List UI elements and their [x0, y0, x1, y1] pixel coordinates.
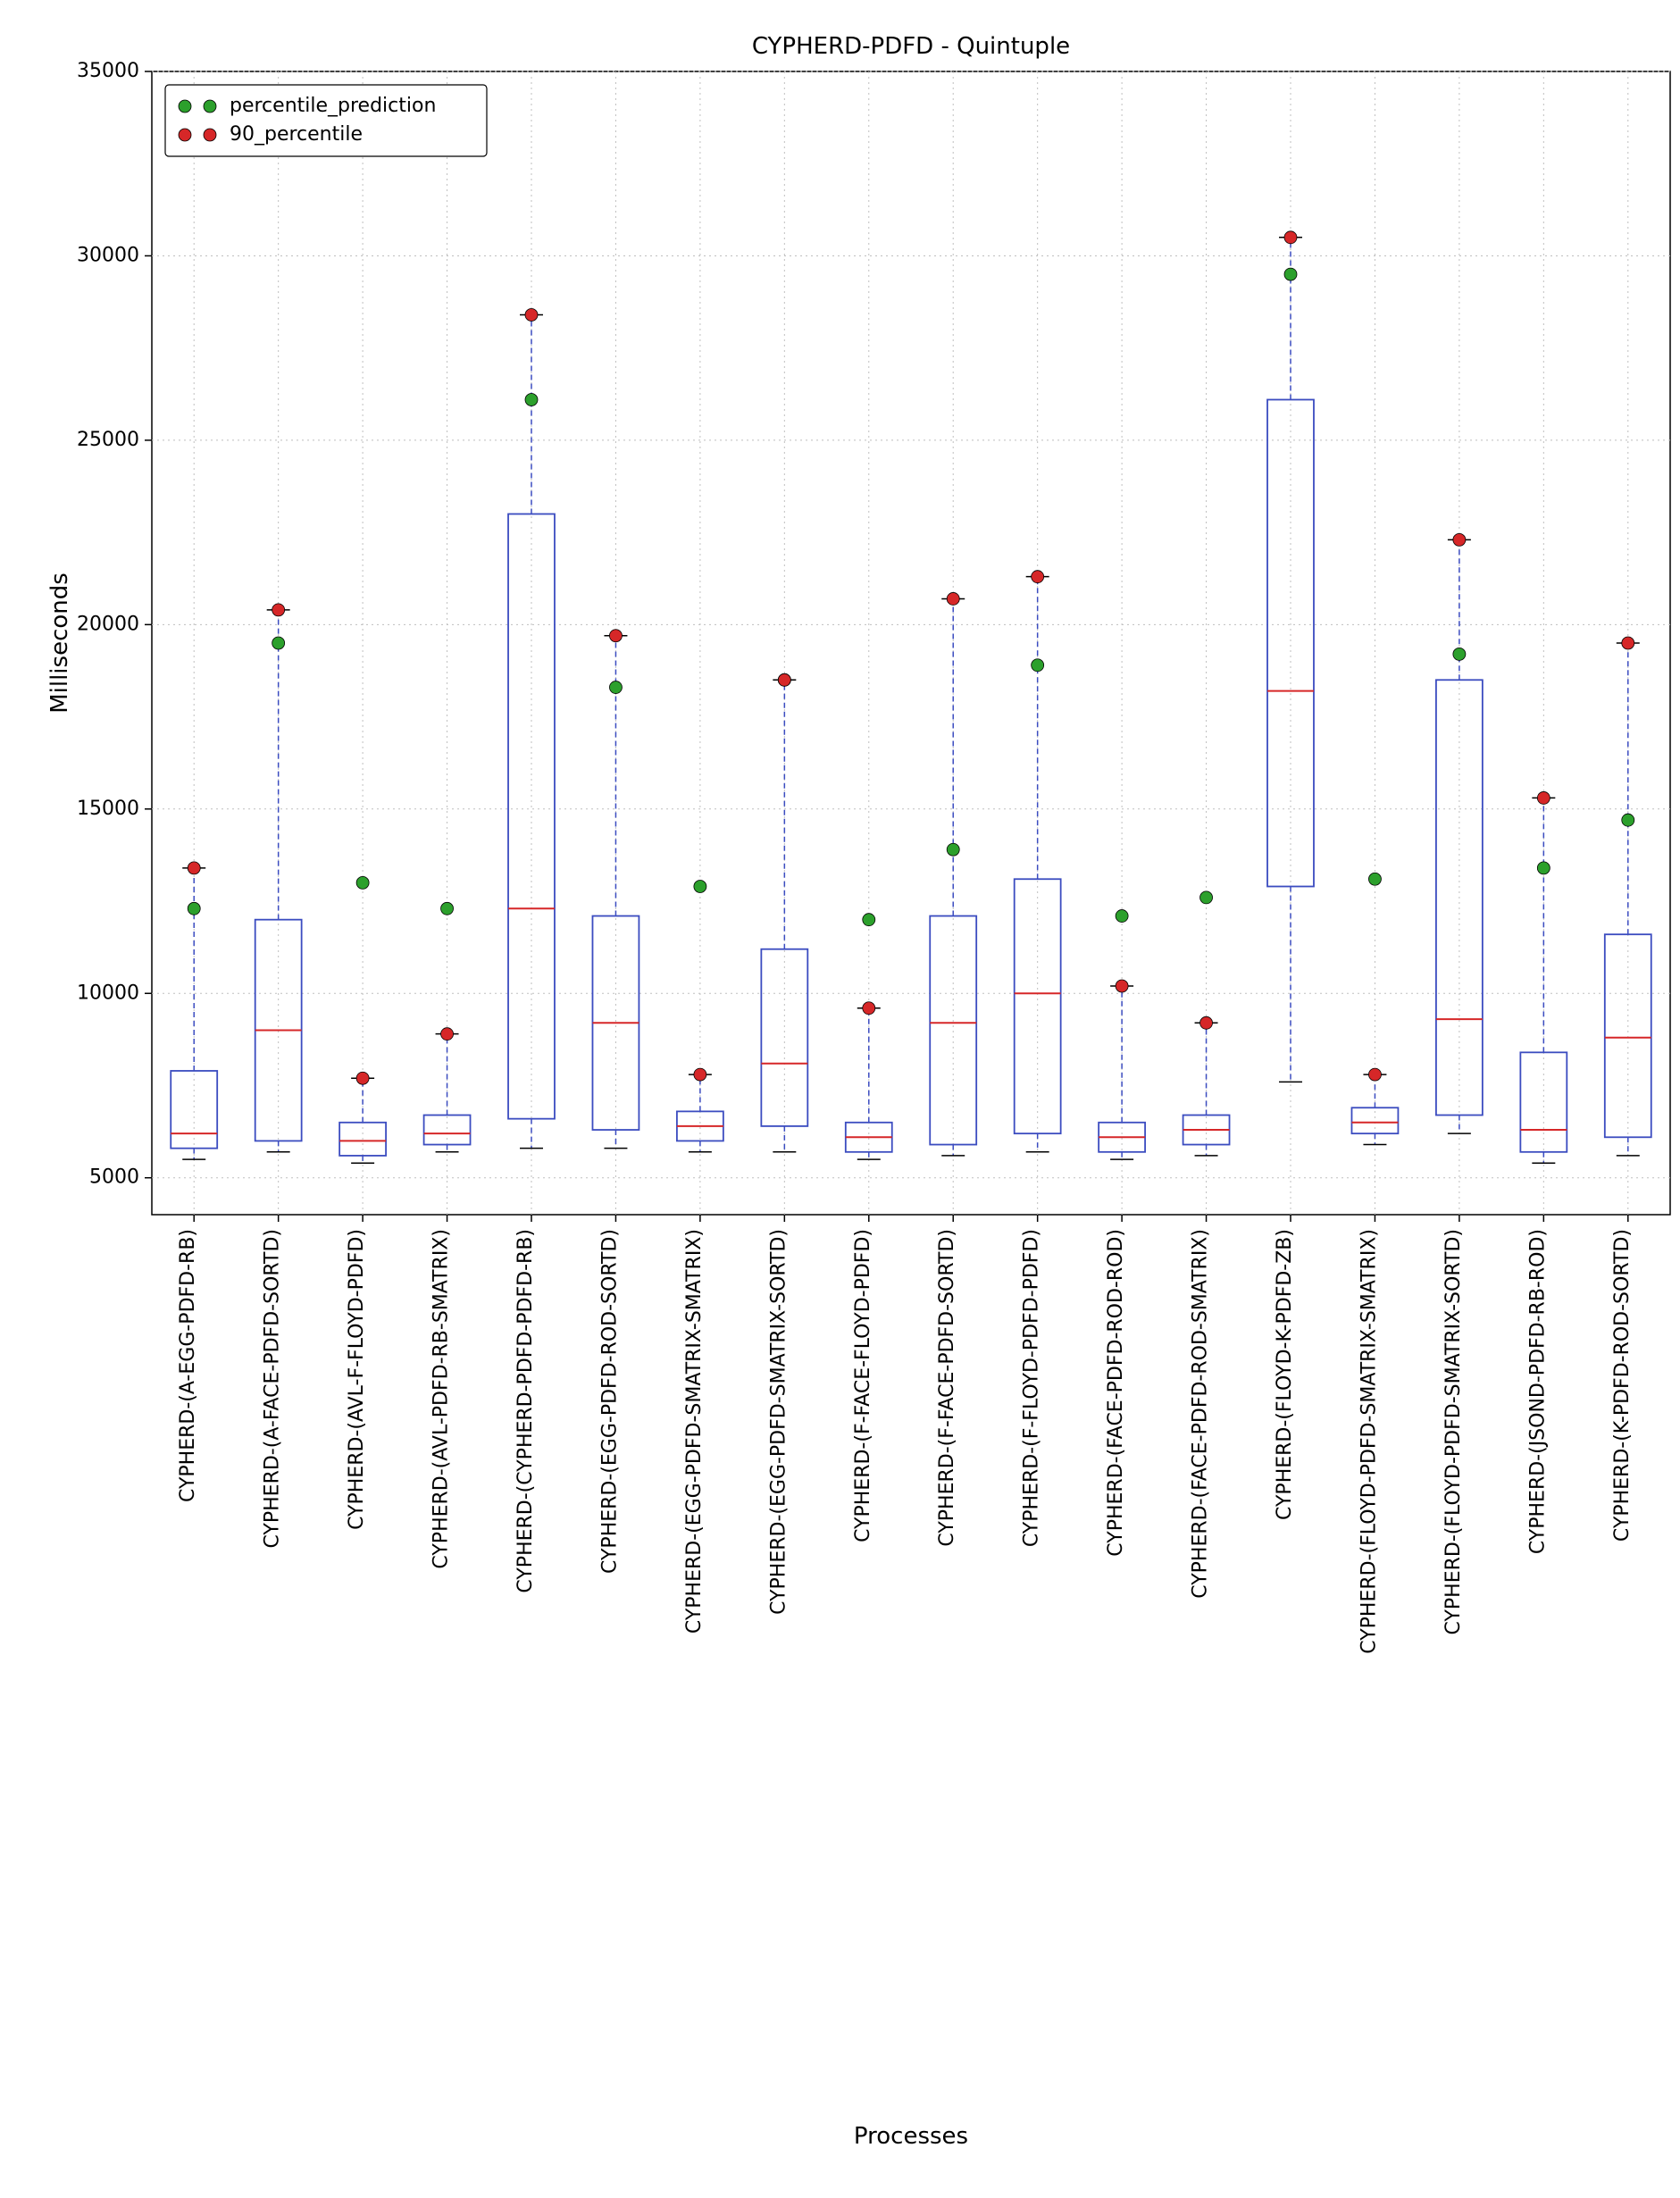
plot-border [152, 71, 1670, 1215]
x-tick-label: CYPHERD-(JSOND-PDFD-RB-ROD) [1526, 1229, 1549, 1554]
percentile-prediction-marker [947, 843, 959, 856]
legend-marker [204, 129, 216, 141]
x-tick-label: CYPHERD-(FACE-PDFD-ROD-ROD) [1105, 1229, 1127, 1557]
legend-marker [179, 100, 191, 113]
percentile-prediction-marker [356, 876, 369, 889]
percentile-prediction-marker [525, 393, 538, 405]
p90-marker [1622, 637, 1634, 649]
percentile-prediction-marker [1368, 873, 1381, 885]
box [424, 1116, 471, 1145]
p90-marker [1453, 533, 1466, 546]
legend-marker [179, 129, 191, 141]
percentile-prediction-marker [1200, 891, 1213, 904]
y-tick-label: 20000 [77, 613, 139, 635]
box [1267, 399, 1314, 886]
p90-marker [863, 1002, 875, 1015]
y-tick-label: 30000 [77, 244, 139, 266]
chart-container: 5000 10000 15000 20000 25000 30000 35000 CYPHER… [18, 18, 1662, 2161]
legend-marker [204, 100, 216, 113]
chart-title: CYPHERD-PDFD - Quintuple [752, 33, 1070, 60]
percentile-prediction-marker [863, 914, 875, 926]
x-tick-label: CYPHERD-(A-FACE-PDFD-SORTD) [262, 1229, 284, 1549]
p90-marker [1032, 571, 1044, 583]
percentile-prediction-marker [694, 881, 706, 893]
p90-marker [1537, 791, 1550, 804]
p90-marker [778, 673, 790, 686]
percentile-prediction-marker [1622, 814, 1634, 826]
x-tick-label: CYPHERD-(AVL-PDFD-RB-SMATRIX) [430, 1229, 453, 1569]
x-tick-label: CYPHERD-(EGG-PDFD-SMATRIX-SMATRIX) [683, 1229, 706, 1634]
x-tick-label: CYPHERD-(A-EGG-PDFD-RB) [177, 1229, 199, 1502]
box [171, 1071, 217, 1149]
p90-marker [1200, 1016, 1213, 1029]
p90-marker [1284, 231, 1297, 244]
x-axis-label: Processes [854, 2123, 968, 2150]
x-tick-label: CYPHERD-(CYPHERD-PDFD-PDFD-RB) [514, 1229, 537, 1593]
x-tick-label: CYPHERD-(EGG-PDFD-ROD-SORTD) [598, 1229, 621, 1574]
p90-marker [1116, 980, 1128, 992]
y-tick-label: 5000 [89, 1166, 139, 1189]
x-tick-label: CYPHERD-(F-FLOYD-PDFD-PDFD) [1021, 1229, 1043, 1547]
percentile-prediction-marker [272, 637, 285, 649]
percentile-prediction-marker [1537, 862, 1550, 874]
x-tick-label: CYPHERD-(FACE-PDFD-ROD-SMATRIX) [1190, 1229, 1212, 1599]
p90-marker [947, 592, 959, 605]
box [1520, 1052, 1567, 1151]
p90-marker [1368, 1068, 1381, 1081]
percentile-prediction-marker [1116, 910, 1128, 923]
p90-marker [356, 1072, 369, 1084]
x-tick-label: CYPHERD-(FLOYD-PDFD-SMATRIX-SORTD) [1442, 1229, 1465, 1635]
legend-label: 90_percentile [230, 123, 363, 146]
p90-marker [441, 1028, 454, 1040]
p90-marker [609, 630, 622, 642]
x-tick-label: CYPHERD-(EGG-PDFD-SMATRIX-SORTD) [767, 1229, 790, 1615]
percentile-prediction-marker [1284, 268, 1297, 280]
x-tick-label: CYPHERD-(FLOYD-PDFD-SMATRIX-SMATRIX) [1358, 1229, 1380, 1654]
x-tick-label: CYPHERD-(K-PDFD-ROD-SORTD) [1611, 1229, 1634, 1542]
x-tick-label: CYPHERD-(FLOYD-K-PDFD-ZB) [1274, 1229, 1296, 1520]
percentile-prediction-marker [609, 681, 622, 694]
p90-marker [188, 862, 200, 874]
percentile-prediction-marker [441, 902, 454, 915]
p90-marker [272, 604, 285, 616]
percentile-prediction-marker [1453, 648, 1466, 660]
y-axis-label: Milliseconds [46, 572, 73, 714]
legend-label: percentile_prediction [230, 95, 436, 117]
y-tick-label: 15000 [77, 798, 139, 820]
box [930, 916, 976, 1145]
p90-marker [525, 309, 538, 322]
percentile-prediction-marker [188, 902, 200, 915]
y-tick-label: 25000 [77, 429, 139, 451]
y-tick-label: 10000 [77, 982, 139, 1004]
x-tick-label: CYPHERD-(F-FACE-FLOYD-PDFD) [852, 1229, 874, 1542]
x-tick-label: CYPHERD-(AVL-F-FLOYD-PDFD) [346, 1229, 368, 1530]
p90-marker [694, 1068, 706, 1081]
percentile-prediction-marker [1032, 659, 1044, 672]
legend: percentile_prediction 90_percentile [165, 85, 487, 156]
x-tick-label: CYPHERD-(F-FACE-PDFD-SORTD) [936, 1229, 958, 1547]
y-tick-label: 35000 [77, 60, 139, 82]
boxplot-chart: 5000 10000 15000 20000 25000 30000 35000 CYPHER… [18, 18, 1680, 2161]
